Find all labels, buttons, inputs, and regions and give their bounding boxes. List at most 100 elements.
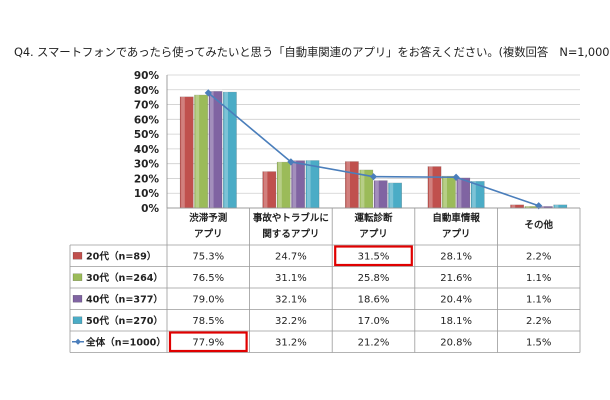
bar-top [442, 174, 456, 177]
bar-highlight [375, 180, 379, 208]
bar-highlight [525, 206, 530, 208]
bar-highlight [292, 160, 297, 208]
y-tick-label: 80% [134, 85, 160, 97]
bars [179, 89, 568, 209]
data-label: 21.2% [358, 337, 390, 348]
bar-top [539, 204, 553, 207]
bar-highlight [278, 162, 282, 208]
category-label: 自動車情報 [432, 212, 480, 224]
y-tick-label: 60% [134, 114, 160, 126]
data-label: 20.8% [440, 337, 472, 348]
data-label: 18.1% [440, 316, 472, 327]
data-label: 1.1% [526, 294, 551, 305]
bar-highlight [181, 96, 185, 208]
legend-key [72, 316, 83, 324]
y-tick-label: 90% [134, 70, 160, 82]
series-name: 全体（n=1000） [85, 336, 166, 348]
bar [427, 164, 442, 209]
total-line-path [207, 92, 539, 207]
data-label: 25.8% [358, 273, 390, 284]
highlight-box [334, 245, 413, 267]
legend-key [72, 338, 84, 345]
legend-swatch [72, 252, 83, 260]
highlight-box [168, 331, 248, 353]
bar-highlight [540, 206, 544, 208]
bar-top [194, 92, 208, 96]
data-label: 1.1% [526, 273, 551, 284]
category-label: 運転診断 [354, 212, 393, 224]
data-label: 75.3% [192, 251, 224, 262]
bar-highlight [346, 161, 350, 208]
legend-key [72, 295, 83, 303]
category-label: 関するアプリ [262, 228, 319, 240]
line-point [452, 173, 460, 181]
data-label: 18.6% [358, 294, 390, 305]
bar [276, 160, 291, 209]
data-label: 78.5% [192, 316, 224, 327]
data-label: 2.2% [526, 316, 551, 327]
bar-top [305, 158, 320, 161]
legend-key [72, 252, 83, 260]
legend-swatch [72, 295, 83, 303]
bar-highlight [195, 94, 200, 208]
data-label: 76.5% [192, 273, 224, 284]
bar-top [359, 167, 373, 171]
bar [373, 178, 388, 209]
bar-top [456, 175, 470, 179]
legend-key [72, 273, 83, 281]
category-label: その他 [524, 219, 553, 231]
bar [208, 89, 223, 209]
data-label: 24.7% [275, 251, 307, 262]
line-point [369, 173, 378, 181]
category-label: アプリ [359, 228, 388, 240]
line-point [287, 158, 295, 166]
line-point [535, 202, 543, 210]
y-tick-label: 30% [134, 159, 160, 171]
bar-highlight [263, 171, 268, 208]
bar [194, 92, 208, 209]
total-line [204, 89, 543, 210]
bar-top [524, 204, 539, 207]
bar-top [510, 202, 524, 205]
bar-top [427, 164, 442, 167]
bar [470, 179, 485, 209]
category-label: 渋滞予測 [189, 212, 227, 224]
data-label: 20.4% [440, 294, 472, 305]
bar-top [553, 202, 567, 205]
line-point [204, 89, 212, 97]
data-label: 32.2% [275, 316, 307, 327]
bar-top [388, 180, 402, 184]
bar-highlight [306, 160, 311, 208]
y-tick-label: 50% [134, 129, 160, 141]
bar-top [291, 158, 305, 161]
y-tick-label: 20% [134, 173, 160, 185]
bar-highlight [554, 204, 559, 208]
bar-highlight [389, 182, 394, 208]
bar [291, 158, 305, 209]
bar [388, 180, 402, 209]
series-name: 40代（n=377） [86, 293, 163, 305]
bar-highlight [224, 91, 228, 208]
category-label: アプリ [194, 228, 223, 240]
bar [179, 94, 194, 209]
bar-highlight [457, 177, 462, 208]
bar-top [180, 94, 194, 97]
data-label: 31.5% [358, 251, 390, 262]
bar-top [262, 169, 276, 172]
category-label: 事故やトラブルに [253, 212, 329, 224]
bar [359, 167, 374, 209]
category-label: アプリ [442, 228, 471, 240]
data-label: 31.1% [275, 273, 307, 284]
bar-top [277, 160, 291, 163]
chart-title: Q4. スマートフォンであったら使ってみたいと思う「自動車関連のアプリ」をお答え… [14, 45, 610, 59]
bar-highlight [472, 181, 476, 208]
y-tick-label: 70% [134, 100, 160, 112]
data-label: 79.0% [192, 294, 224, 305]
legend-swatch [72, 316, 83, 324]
bar [553, 202, 568, 209]
bar-highlight [428, 166, 433, 208]
series-name: 50代（n=270） [86, 315, 163, 327]
bar-highlight [360, 169, 365, 208]
bar [510, 202, 524, 209]
